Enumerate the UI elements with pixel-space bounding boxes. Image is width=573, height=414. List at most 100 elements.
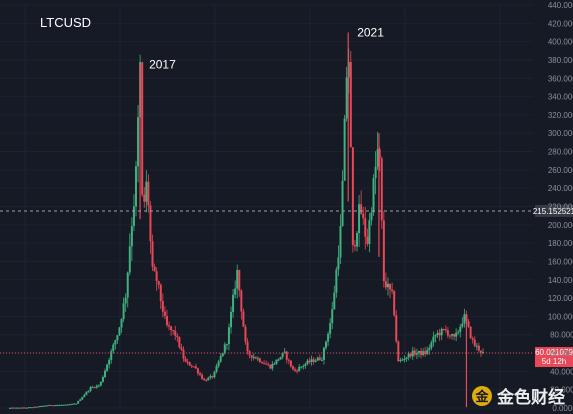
candle-body: [9, 407, 11, 409]
candle-body: [289, 360, 292, 367]
candle-body: [39, 405, 42, 407]
candle-body: [75, 403, 78, 405]
candle-body: [176, 335, 179, 338]
candle-body: [46, 405, 49, 407]
candle-body: [461, 323, 464, 327]
candle-body: [56, 405, 59, 407]
candle-body: [99, 381, 102, 386]
candle-body: [238, 270, 241, 291]
candle-body: [70, 403, 73, 405]
candle-body: [108, 359, 111, 365]
candle-body: [405, 357, 408, 360]
candle-body: [44, 405, 47, 407]
candle-body: [335, 269, 338, 293]
watermark: 金 金色财经: [472, 383, 565, 408]
candle-body: [60, 404, 63, 406]
candle-body: [263, 363, 266, 365]
y-tick-label: 440.000000: [548, 1, 573, 10]
candle-body: [87, 390, 90, 392]
candle-body: [147, 181, 150, 206]
candle-body: [271, 363, 274, 369]
candle-body: [327, 333, 330, 342]
candle-body: [401, 359, 404, 361]
candle-body: [426, 350, 429, 355]
candle-body: [337, 257, 340, 270]
candle-body: [141, 62, 144, 195]
candle-body: [430, 342, 433, 348]
y-tick-label: 160.000000: [548, 257, 573, 266]
candle-body: [376, 149, 379, 167]
candle-body: [170, 326, 173, 331]
watermark-logo-icon: 金: [472, 385, 492, 406]
candle-body: [459, 326, 462, 332]
candle-body: [312, 359, 315, 362]
candle-body: [267, 364, 270, 366]
candle-body: [368, 220, 371, 244]
candle-body: [294, 369, 297, 371]
candle-body: [442, 328, 445, 330]
candle-body: [50, 405, 53, 407]
y-tick-label: 220.000000: [548, 203, 573, 212]
candle-body: [126, 272, 129, 298]
candle-body: [190, 365, 193, 367]
candle-body: [455, 332, 458, 337]
candle-body: [161, 301, 164, 312]
candle-body: [333, 292, 336, 310]
candle-body: [159, 284, 162, 302]
candle-body: [165, 315, 168, 326]
annotation-2017: 2017: [149, 58, 176, 72]
candle-body: [273, 363, 276, 365]
candle-body: [250, 355, 253, 358]
y-tick-label: 240.000000: [548, 184, 573, 193]
candle-body: [48, 405, 51, 407]
candle-body: [153, 266, 156, 272]
y-tick-label: 200.000000: [548, 221, 573, 230]
candle-body: [124, 297, 127, 304]
candle-body: [145, 181, 148, 202]
candle-body: [120, 319, 123, 328]
y-tick-label: 140.000000: [548, 276, 573, 285]
candle-body: [227, 327, 230, 345]
candle-body: [128, 246, 131, 273]
candle-body: [37, 406, 40, 408]
candle-body: [331, 309, 334, 324]
candle-body: [306, 360, 309, 364]
candle-body: [384, 281, 387, 288]
candle-body: [35, 406, 38, 408]
candle-body: [339, 226, 342, 258]
candle-body: [114, 340, 117, 345]
candle-body: [205, 380, 208, 382]
candle-body: [453, 334, 456, 337]
candle-body: [64, 404, 67, 406]
candle-body: [409, 353, 412, 357]
candle-body: [188, 362, 191, 366]
candle-body: [265, 363, 268, 365]
candle-body: [196, 368, 199, 374]
candle-body: [477, 345, 480, 351]
candle-body: [314, 360, 317, 362]
candle-body: [137, 117, 140, 167]
y-tick-label: 80.000000: [550, 331, 573, 340]
candle-body: [163, 311, 166, 316]
candle-body: [349, 61, 352, 148]
candle-body: [132, 206, 135, 227]
candle-body: [79, 399, 82, 402]
candle-body: [397, 341, 400, 362]
candle-body: [85, 391, 88, 395]
y-tick-label: 260.000000: [548, 166, 573, 175]
candle-body: [471, 338, 474, 340]
y-tick-label: 300.000000: [548, 129, 573, 138]
candle-body: [66, 404, 69, 406]
candle-body: [343, 118, 346, 181]
annotation-2021: 2021: [357, 25, 384, 39]
candle-body: [391, 289, 394, 292]
candle-body: [351, 147, 354, 246]
candle-body: [463, 314, 466, 324]
candle-body: [403, 359, 406, 361]
y-tick-label: 420.000000: [548, 19, 573, 28]
candle-body: [11, 407, 14, 409]
candle-body: [374, 166, 377, 179]
candle-body: [451, 334, 454, 336]
y-tick-label: 400.000000: [548, 38, 573, 47]
candle-body: [353, 245, 356, 247]
